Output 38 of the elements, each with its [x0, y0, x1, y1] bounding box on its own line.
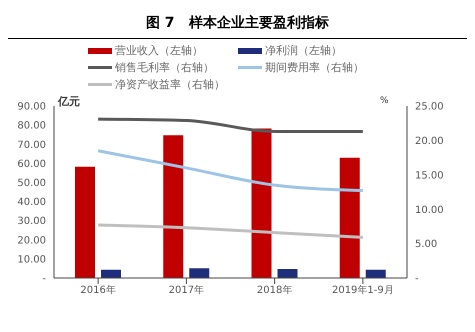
- y-tick-label: 70.00: [17, 140, 46, 151]
- legend-label: 营业收入（左轴）: [115, 43, 203, 58]
- y-tick-label: 10.00: [17, 254, 46, 266]
- y2-tick-label: 15.00: [415, 170, 444, 182]
- y-axis-title: 亿元: [58, 94, 80, 109]
- y-tick-label: -: [42, 274, 46, 285]
- y2-tick-label: 5.00: [415, 239, 438, 250]
- bar: [163, 135, 184, 278]
- legend-label: 净资产收益率（右轴）: [115, 77, 225, 92]
- line-series: [96, 149, 364, 192]
- bar: [340, 158, 360, 278]
- x-tick-label: 2019年1-9月: [332, 284, 394, 296]
- bar: [278, 269, 298, 278]
- x-tick-label: 2016年: [80, 284, 116, 296]
- y-tick-label: 90.00: [17, 102, 46, 113]
- bar: [75, 166, 95, 278]
- y2-tick-label: 10.00: [415, 204, 444, 216]
- y-tick-label: 30.00: [17, 216, 46, 228]
- y-tick-label: 80.00: [17, 120, 46, 132]
- y2-tick-label: 20.00: [415, 136, 444, 147]
- y-tick-label: 50.00: [17, 178, 46, 189]
- bar: [101, 270, 121, 278]
- y-tick-label: 40.00: [17, 197, 46, 208]
- y-tick-label: 60.00: [17, 158, 46, 170]
- bar: [252, 128, 272, 278]
- y-tick-label: 20.00: [17, 235, 46, 246]
- legend-label: 净利润（左轴）: [265, 43, 342, 58]
- y2-tick-label: -: [415, 274, 419, 285]
- y2-tick-label: 25.00: [415, 102, 444, 113]
- x-tick-label: 2017年: [168, 284, 204, 296]
- y2-axis-title: %: [380, 96, 389, 106]
- legend-label: 期间费用率（右轴）: [265, 60, 364, 75]
- line-series: [96, 224, 364, 239]
- bar: [189, 268, 210, 278]
- legend-label: 销售毛利率（右轴）: [115, 60, 214, 75]
- x-tick-label: 2018年: [256, 284, 292, 296]
- bar: [366, 270, 386, 278]
- chart-title: 图 7 样本企业主要盈利指标: [8, 14, 467, 39]
